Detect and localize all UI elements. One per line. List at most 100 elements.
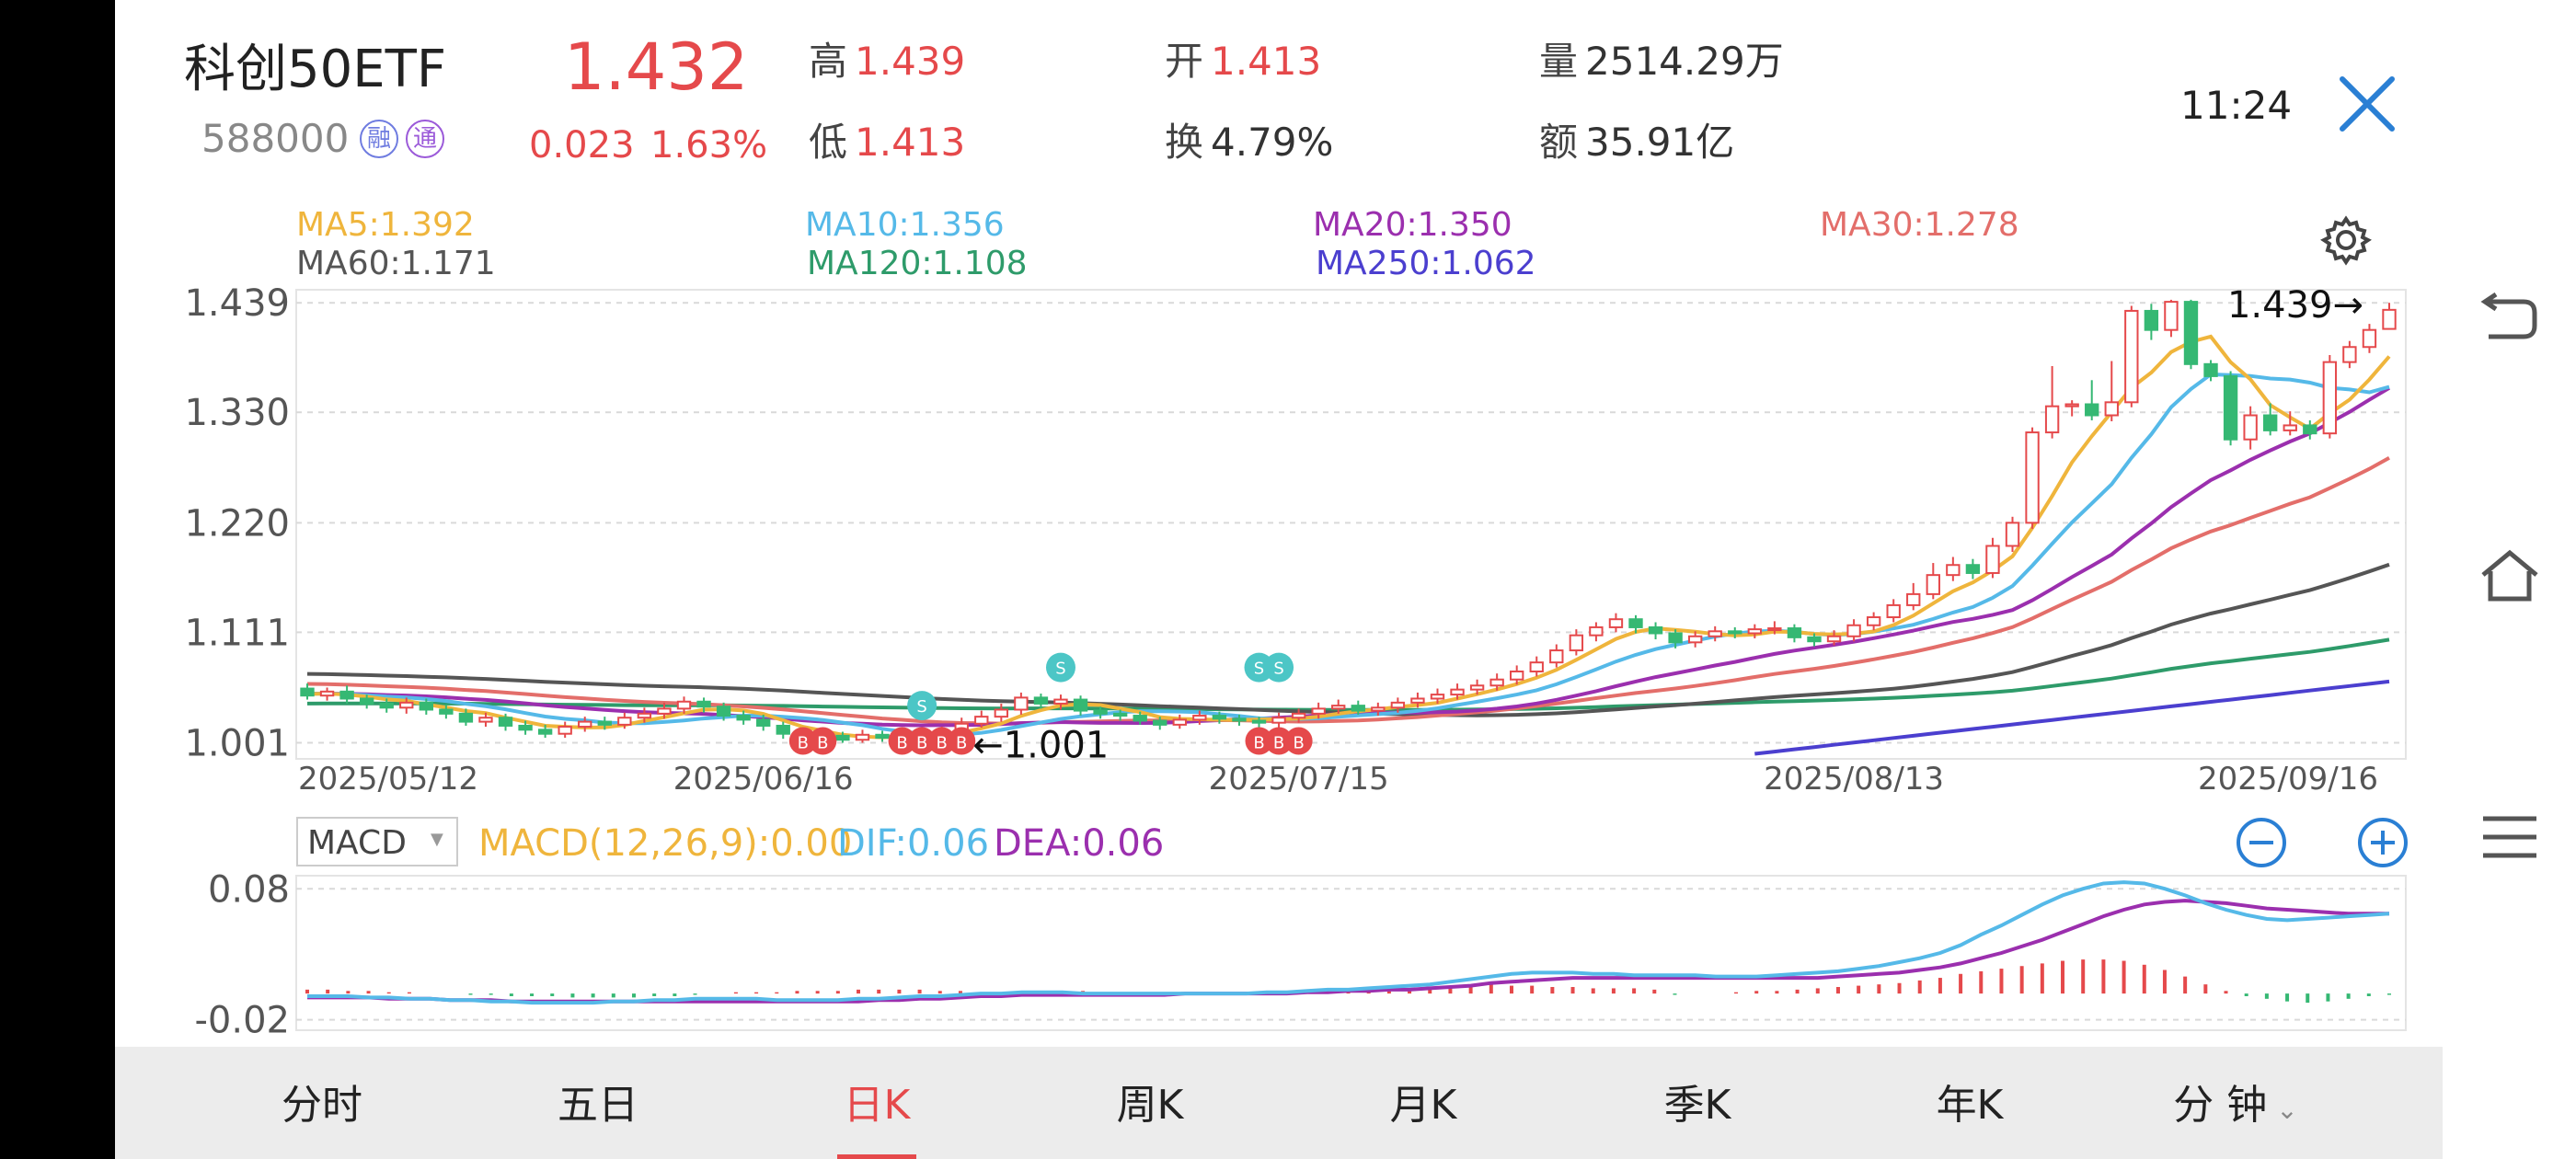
candle-body-down bbox=[1807, 636, 1822, 643]
candle bbox=[2322, 354, 2338, 439]
candle bbox=[1311, 702, 1326, 719]
tab-weekly-k[interactable]: 周K bbox=[1116, 1082, 1184, 1129]
candle-body-up bbox=[1410, 697, 1425, 704]
candle bbox=[1291, 708, 1306, 723]
buy-marker-dot bbox=[1284, 727, 1313, 755]
candle bbox=[736, 710, 751, 725]
candle bbox=[2203, 360, 2218, 382]
candle-body-up bbox=[1311, 707, 1326, 715]
amount-value: 35.91亿 bbox=[1585, 120, 1735, 165]
candle bbox=[1351, 700, 1365, 715]
tab-five-day[interactable]: 五日 bbox=[558, 1082, 638, 1129]
candle-body-up bbox=[2124, 309, 2139, 404]
candle bbox=[1331, 699, 1346, 714]
candle-body-up bbox=[2283, 424, 2297, 431]
candle bbox=[657, 702, 672, 719]
dea-value: DEA:0.06 bbox=[994, 822, 1165, 865]
tab-minute[interactable]: 分 钟 ⌄ bbox=[2139, 1047, 2332, 1159]
candle-body-up bbox=[1569, 634, 1584, 652]
indicator-selector-label: MACD bbox=[307, 824, 407, 862]
candle bbox=[1846, 619, 1861, 642]
home-icon[interactable] bbox=[2478, 547, 2542, 604]
tab-yearly-k[interactable]: 年K bbox=[1936, 1082, 2004, 1129]
high-value: 1.439 bbox=[855, 39, 966, 84]
candle-body-down bbox=[1965, 564, 1981, 574]
buy-marker-dot bbox=[948, 727, 976, 755]
tab-daily-k[interactable]: 日K bbox=[812, 1047, 941, 1159]
tab-intraday[interactable]: 分时 bbox=[282, 1082, 362, 1129]
menu-icon[interactable] bbox=[2479, 814, 2540, 860]
candle-body-up bbox=[478, 717, 493, 723]
candle-body-up bbox=[676, 700, 692, 710]
candle bbox=[518, 720, 533, 735]
close-x-icon[interactable] bbox=[2337, 74, 2398, 134]
candle bbox=[399, 697, 414, 714]
candle-body-up bbox=[1708, 630, 1722, 637]
candle bbox=[1212, 711, 1227, 724]
settings-gear-icon[interactable] bbox=[2319, 213, 2373, 267]
tab-quarterly-k[interactable]: 季K bbox=[1663, 1082, 1731, 1129]
candle-body-down bbox=[776, 724, 790, 735]
candle bbox=[458, 708, 474, 726]
candle-body-up bbox=[1489, 678, 1504, 687]
candle-body-up bbox=[1014, 696, 1029, 711]
sell-marker: S bbox=[1264, 652, 1294, 683]
buy-marker-label: B bbox=[1273, 734, 1284, 753]
macd-value: MACD(12,26,9):0.00 bbox=[478, 822, 853, 865]
candle bbox=[1251, 717, 1267, 729]
candle bbox=[1469, 679, 1485, 695]
candle-body-down bbox=[1668, 632, 1683, 644]
candle bbox=[498, 713, 513, 731]
candle-body-up bbox=[1529, 661, 1544, 672]
buy-marker: B bbox=[1265, 727, 1294, 755]
buy-marker: B bbox=[809, 727, 837, 755]
clock-time: 11:24 bbox=[2180, 83, 2293, 128]
candle bbox=[2104, 361, 2119, 422]
chevron-down-icon: ▼ bbox=[431, 830, 443, 849]
current-price: 1.432 bbox=[564, 29, 749, 105]
back-icon[interactable] bbox=[2479, 293, 2540, 346]
macd-frame bbox=[295, 875, 2407, 1031]
candle-body-down bbox=[2263, 414, 2278, 431]
candle-body-up bbox=[1430, 694, 1445, 700]
tab-minute-label: 分 钟 bbox=[2173, 1082, 2268, 1129]
buy-marker: B bbox=[908, 727, 937, 755]
candle bbox=[1232, 714, 1247, 726]
candle bbox=[696, 697, 711, 713]
candle bbox=[478, 712, 493, 728]
candle-body-up bbox=[1390, 701, 1406, 709]
chart-frame bbox=[295, 289, 2407, 760]
candle-body-down bbox=[2144, 309, 2159, 331]
zoom-out-icon[interactable] bbox=[2234, 815, 2289, 870]
macd-chart[interactable]: 0.08 -0.02 bbox=[115, 874, 2443, 1039]
candle-body-up bbox=[2322, 361, 2338, 435]
min-price-marker: ←1.001 bbox=[972, 725, 1109, 767]
candle bbox=[1153, 717, 1167, 730]
candle bbox=[1965, 558, 1981, 580]
high-stat: 高 1.439 bbox=[809, 42, 965, 81]
candle-body-up bbox=[855, 733, 870, 741]
tab-monthly-k[interactable]: 月K bbox=[1389, 1082, 1457, 1129]
candle-body-up bbox=[617, 717, 632, 726]
candle-body-up bbox=[399, 701, 414, 709]
ma30-line bbox=[306, 456, 2390, 726]
candle-body-up bbox=[2104, 401, 2119, 417]
zoom-in-icon[interactable] bbox=[2355, 815, 2410, 870]
candle-body-up bbox=[1846, 624, 1861, 637]
candle-body-down bbox=[1628, 618, 1643, 628]
candle-body-down bbox=[2085, 403, 2099, 417]
volume-stat: 量 2514.29万 bbox=[1539, 42, 1784, 81]
candle bbox=[2164, 299, 2179, 338]
ma120-legend: MA120:1.108 bbox=[807, 245, 1028, 282]
candle-body-up bbox=[1866, 616, 1881, 626]
buy-marker: B bbox=[948, 727, 976, 755]
candle bbox=[1926, 563, 1940, 600]
candle-body-up bbox=[1192, 715, 1207, 721]
y-axis-label: 1.111 bbox=[184, 612, 290, 654]
indicator-selector[interactable]: MACD ▼ bbox=[296, 817, 458, 866]
x-axis-label: 2025/09/16 bbox=[2198, 761, 2378, 798]
buy-marker-label: B bbox=[817, 734, 828, 753]
buy-marker-label: B bbox=[936, 734, 947, 753]
amount-stat: 额 35.91亿 bbox=[1539, 123, 1734, 162]
